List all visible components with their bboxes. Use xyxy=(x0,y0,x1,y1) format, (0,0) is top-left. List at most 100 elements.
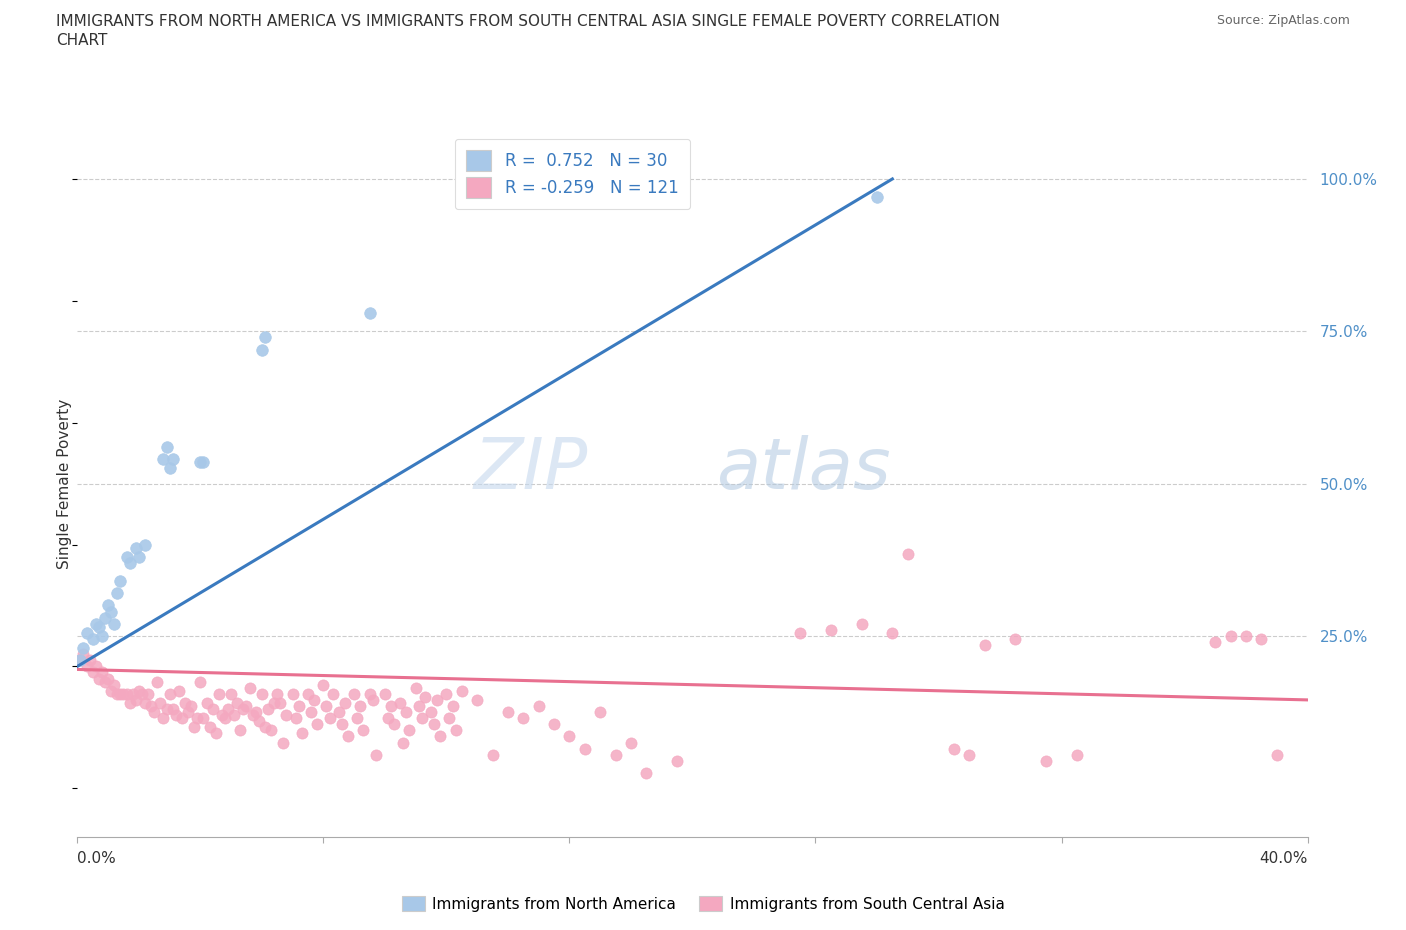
Point xyxy=(211,708,233,723)
Point xyxy=(204,726,226,741)
Point xyxy=(620,735,643,750)
Text: 0.0%: 0.0% xyxy=(77,851,117,866)
Point xyxy=(322,686,344,701)
Point xyxy=(110,686,132,701)
Point xyxy=(359,686,381,701)
Point xyxy=(180,698,202,713)
Point xyxy=(84,617,107,631)
Point xyxy=(405,680,427,695)
Point xyxy=(361,693,384,708)
Point xyxy=(159,686,181,701)
Point xyxy=(136,686,159,701)
Point xyxy=(79,653,101,668)
Point xyxy=(636,765,658,780)
Point xyxy=(413,689,436,704)
Point xyxy=(76,626,98,641)
Point xyxy=(942,741,965,756)
Legend: Immigrants from North America, Immigrants from South Central Asia: Immigrants from North America, Immigrant… xyxy=(395,889,1011,918)
Point xyxy=(589,705,612,720)
Point xyxy=(436,686,458,701)
Point xyxy=(349,698,371,713)
Point xyxy=(392,735,415,750)
Point xyxy=(666,753,689,768)
Point xyxy=(100,684,122,698)
Point xyxy=(242,708,264,723)
Point xyxy=(263,696,285,711)
Point xyxy=(105,686,128,701)
Text: CHART: CHART xyxy=(56,33,108,47)
Point xyxy=(103,677,125,692)
Point xyxy=(155,440,177,455)
Point xyxy=(229,723,252,737)
Point xyxy=(105,586,128,601)
Point xyxy=(152,711,174,725)
Point xyxy=(328,705,350,720)
Point xyxy=(247,714,270,729)
Point xyxy=(155,701,177,716)
Point xyxy=(546,180,568,195)
Point xyxy=(364,748,387,763)
Point xyxy=(312,677,335,692)
Text: ZIP: ZIP xyxy=(474,435,588,504)
Point xyxy=(97,671,120,686)
Point xyxy=(125,540,148,555)
Point xyxy=(957,748,980,763)
Point xyxy=(527,698,550,713)
Point xyxy=(420,705,443,720)
Point xyxy=(165,708,187,723)
Point xyxy=(198,720,221,735)
Point xyxy=(1250,631,1272,646)
Point xyxy=(250,686,273,701)
Point xyxy=(820,622,842,637)
Point xyxy=(82,631,104,646)
Text: atlas: atlas xyxy=(716,435,890,504)
Point xyxy=(297,686,319,701)
Point xyxy=(94,674,117,689)
Point xyxy=(359,306,381,321)
Point xyxy=(162,452,184,467)
Point xyxy=(284,711,307,725)
Point xyxy=(118,696,141,711)
Point xyxy=(186,711,208,725)
Point xyxy=(1004,631,1026,646)
Point xyxy=(377,711,399,725)
Point xyxy=(1219,629,1241,644)
Point xyxy=(426,693,449,708)
Point xyxy=(224,708,246,723)
Point xyxy=(90,665,114,680)
Point xyxy=(543,178,565,193)
Point xyxy=(97,598,120,613)
Point xyxy=(100,604,122,619)
Point xyxy=(337,729,360,744)
Point xyxy=(128,550,150,565)
Point xyxy=(343,686,366,701)
Point xyxy=(118,555,141,570)
Point xyxy=(897,546,920,561)
Point xyxy=(90,629,114,644)
Point xyxy=(239,680,262,695)
Point xyxy=(276,708,298,723)
Point xyxy=(188,455,212,470)
Point xyxy=(193,455,215,470)
Point xyxy=(219,686,242,701)
Point xyxy=(162,701,184,716)
Point xyxy=(112,686,135,701)
Point xyxy=(439,711,461,725)
Point xyxy=(115,550,138,565)
Point xyxy=(72,641,94,656)
Point xyxy=(423,717,446,732)
Point xyxy=(174,696,197,711)
Point xyxy=(882,626,904,641)
Point xyxy=(253,720,276,735)
Point xyxy=(250,342,273,357)
Point xyxy=(450,684,472,698)
Point xyxy=(374,686,396,701)
Point xyxy=(496,705,519,720)
Point xyxy=(574,741,596,756)
Point xyxy=(146,674,169,689)
Point xyxy=(183,720,205,735)
Point xyxy=(465,693,488,708)
Point xyxy=(87,619,110,634)
Point xyxy=(69,653,91,668)
Point xyxy=(87,671,110,686)
